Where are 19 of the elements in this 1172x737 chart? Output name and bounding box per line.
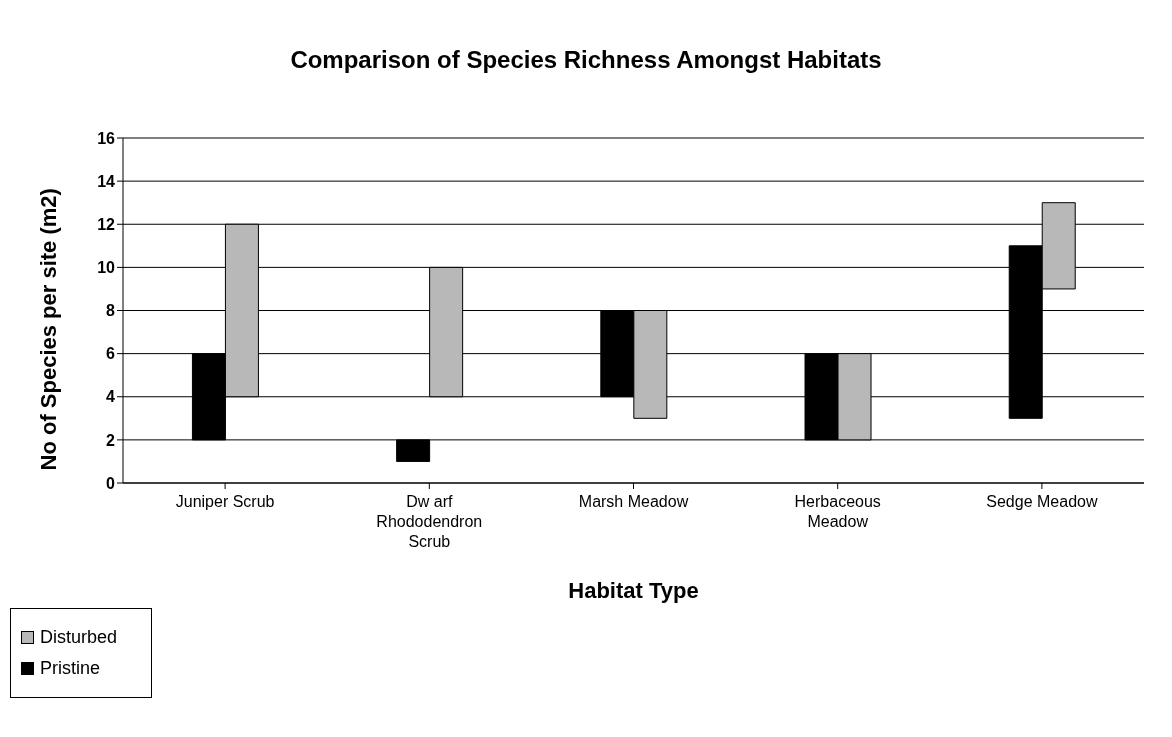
legend-label: Pristine	[40, 658, 101, 679]
x-tick-label: Juniper Scrub	[175, 493, 275, 510]
y-tick-label: 16	[97, 129, 116, 147]
chart-title: Comparison of Species Richness Amongst Habitats	[289, 46, 883, 74]
y-tick-label: 10	[97, 259, 116, 277]
x-tick-label: Herbaceous Meadow	[794, 493, 881, 530]
y-tick-label: 2	[106, 431, 116, 449]
x-tick-label: Sedge Meadow	[986, 493, 1098, 510]
x-tick-label: Marsh Meadow	[578, 493, 689, 510]
x-tick-label: Dw arf Rhododendron Scrub	[376, 493, 483, 550]
y-axis-title: No of Species per site (m2)	[35, 188, 61, 471]
legend-label: Disturbed	[40, 627, 118, 648]
y-tick-label: 4	[106, 388, 116, 406]
y-tick-label: 0	[106, 474, 116, 492]
y-tick-label: 6	[106, 345, 116, 363]
y-tick-label: 14	[97, 172, 116, 190]
y-tick-label: 8	[106, 302, 116, 320]
x-axis-title: Habitat Type	[568, 578, 699, 603]
y-tick-label: 12	[97, 215, 116, 233]
